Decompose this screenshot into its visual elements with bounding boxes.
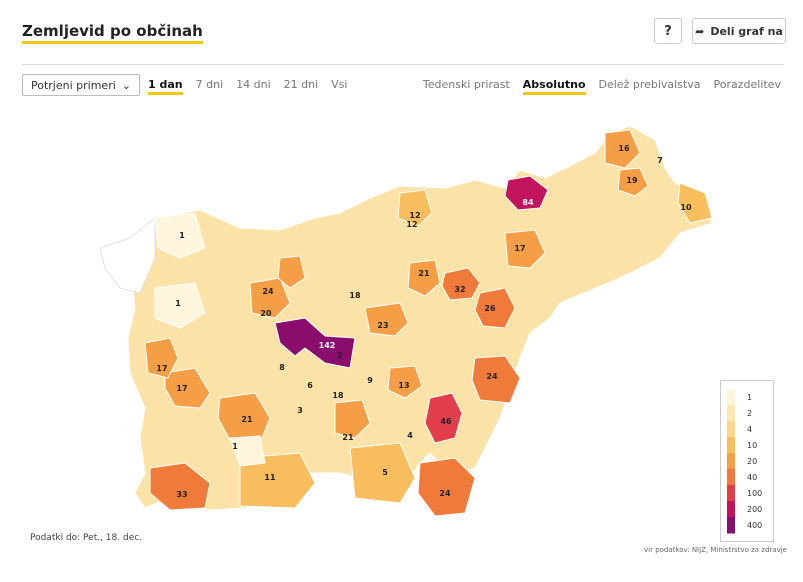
map-label: 17 xyxy=(176,384,187,393)
tab-absolute[interactable]: Absolutno xyxy=(522,78,586,95)
map-label: 24 xyxy=(439,489,451,498)
legend-swatch xyxy=(727,421,735,438)
legend-swatch xyxy=(727,485,735,502)
map-label: 17 xyxy=(156,364,167,373)
legend-scale: 1 2 4 10 20 40 100 200 400 xyxy=(727,389,762,534)
legend-label: 4 xyxy=(747,425,752,434)
tab-period-14[interactable]: 14 dni xyxy=(236,78,271,91)
map-label: 3 xyxy=(297,406,303,415)
map-value-labels: 142 84 46 32 26 33 24 24 23 21 21 17 17 … xyxy=(156,144,692,499)
tab-period-7[interactable]: 7 dni xyxy=(195,78,224,91)
legend-swatch xyxy=(727,389,735,406)
legend-label: 40 xyxy=(747,473,757,482)
metric-select[interactable]: Potrjeni primeri ⌄ xyxy=(22,74,140,96)
map-label: 1 xyxy=(179,231,185,240)
tab-period-21[interactable]: 21 dni xyxy=(283,78,319,91)
map-label: 9 xyxy=(367,376,373,385)
map-label: 12 xyxy=(406,220,417,229)
map-label: 17 xyxy=(514,244,525,253)
map-label: 24 xyxy=(262,287,274,296)
legend-swatch xyxy=(727,453,735,470)
map-label: 26 xyxy=(484,304,496,313)
municipality-map[interactable]: 142 84 46 32 26 33 24 24 23 21 21 17 17 … xyxy=(100,118,720,528)
legend-label: 2 xyxy=(747,409,752,418)
map-label: 6 xyxy=(307,381,313,390)
legend-label: 400 xyxy=(747,521,762,530)
tab-weekly-growth[interactable]: Tedenski prirast xyxy=(422,78,510,91)
help-button[interactable]: ? xyxy=(654,18,682,44)
legend-label: 200 xyxy=(747,505,762,514)
map-label: 18 xyxy=(332,391,344,400)
map-label: 19 xyxy=(626,176,638,185)
map-label: 84 xyxy=(522,198,534,207)
tab-period-1[interactable]: 1 dan xyxy=(148,78,183,95)
map-label: 7 xyxy=(657,156,663,165)
page-title: Zemljevid po občinah xyxy=(22,22,203,44)
map-label: 46 xyxy=(440,417,452,426)
region-patches xyxy=(144,129,713,517)
map-label: 23 xyxy=(377,321,388,330)
legend-swatch xyxy=(727,405,735,422)
map-label: 10 xyxy=(680,203,692,212)
legend-label: 20 xyxy=(747,457,757,466)
period-tabs: 1 dan 7 dni 14 dni 21 dni Vsi xyxy=(148,78,347,95)
map-label: 1 xyxy=(175,299,181,308)
map-label: 21 xyxy=(342,433,354,442)
tab-distribution[interactable]: Porazdelitev xyxy=(713,78,781,91)
share-button[interactable]: ➦ Deli graf na xyxy=(692,18,786,44)
legend-swatch xyxy=(727,437,735,454)
tab-period-all[interactable]: Vsi xyxy=(331,78,348,91)
legend-label: 100 xyxy=(747,489,762,498)
legend-label: 1 xyxy=(747,393,752,402)
view-tabs: Tedenski prirast Absolutno Delež prebiva… xyxy=(423,78,781,95)
map-legend: 1 2 4 10 20 40 100 200 400 xyxy=(720,380,774,542)
legend-label: 10 xyxy=(747,441,757,450)
map-label: 2 xyxy=(337,351,343,360)
legend-swatch xyxy=(727,517,735,534)
map-label: 8 xyxy=(279,363,285,372)
map-label: 13 xyxy=(398,381,409,390)
metric-select-value: Potrjeni primeri xyxy=(31,78,116,92)
map-label: 11 xyxy=(264,473,276,482)
map-label: 142 xyxy=(319,341,336,350)
legend-swatch xyxy=(727,501,735,518)
legend-swatch xyxy=(727,469,735,486)
data-source: vir podatkov: NIJZ, Ministrstvo za zdrav… xyxy=(644,546,787,554)
share-icon: ➦ xyxy=(695,24,705,38)
map-label: 32 xyxy=(454,285,465,294)
map-label: 1 xyxy=(232,442,238,451)
data-date-note: Podatki do: Pet., 18. dec. xyxy=(30,533,143,543)
map-label: 21 xyxy=(418,269,430,278)
map-label: 18 xyxy=(349,291,361,300)
share-button-label: Deli graf na xyxy=(710,24,783,38)
map-label: 16 xyxy=(618,144,630,153)
map-label: 21 xyxy=(241,415,253,424)
header-divider xyxy=(22,64,784,65)
map-label: 5 xyxy=(382,468,388,477)
map-label: 20 xyxy=(260,309,272,318)
chevron-down-icon: ⌄ xyxy=(121,78,131,92)
map-label: 33 xyxy=(176,490,187,499)
map-label: 12 xyxy=(409,211,420,220)
region-nodata-west xyxy=(100,217,156,294)
map-label: 4 xyxy=(407,431,413,440)
map-label: 24 xyxy=(486,372,498,381)
tab-population-share[interactable]: Delež prebivalstva xyxy=(598,78,701,91)
